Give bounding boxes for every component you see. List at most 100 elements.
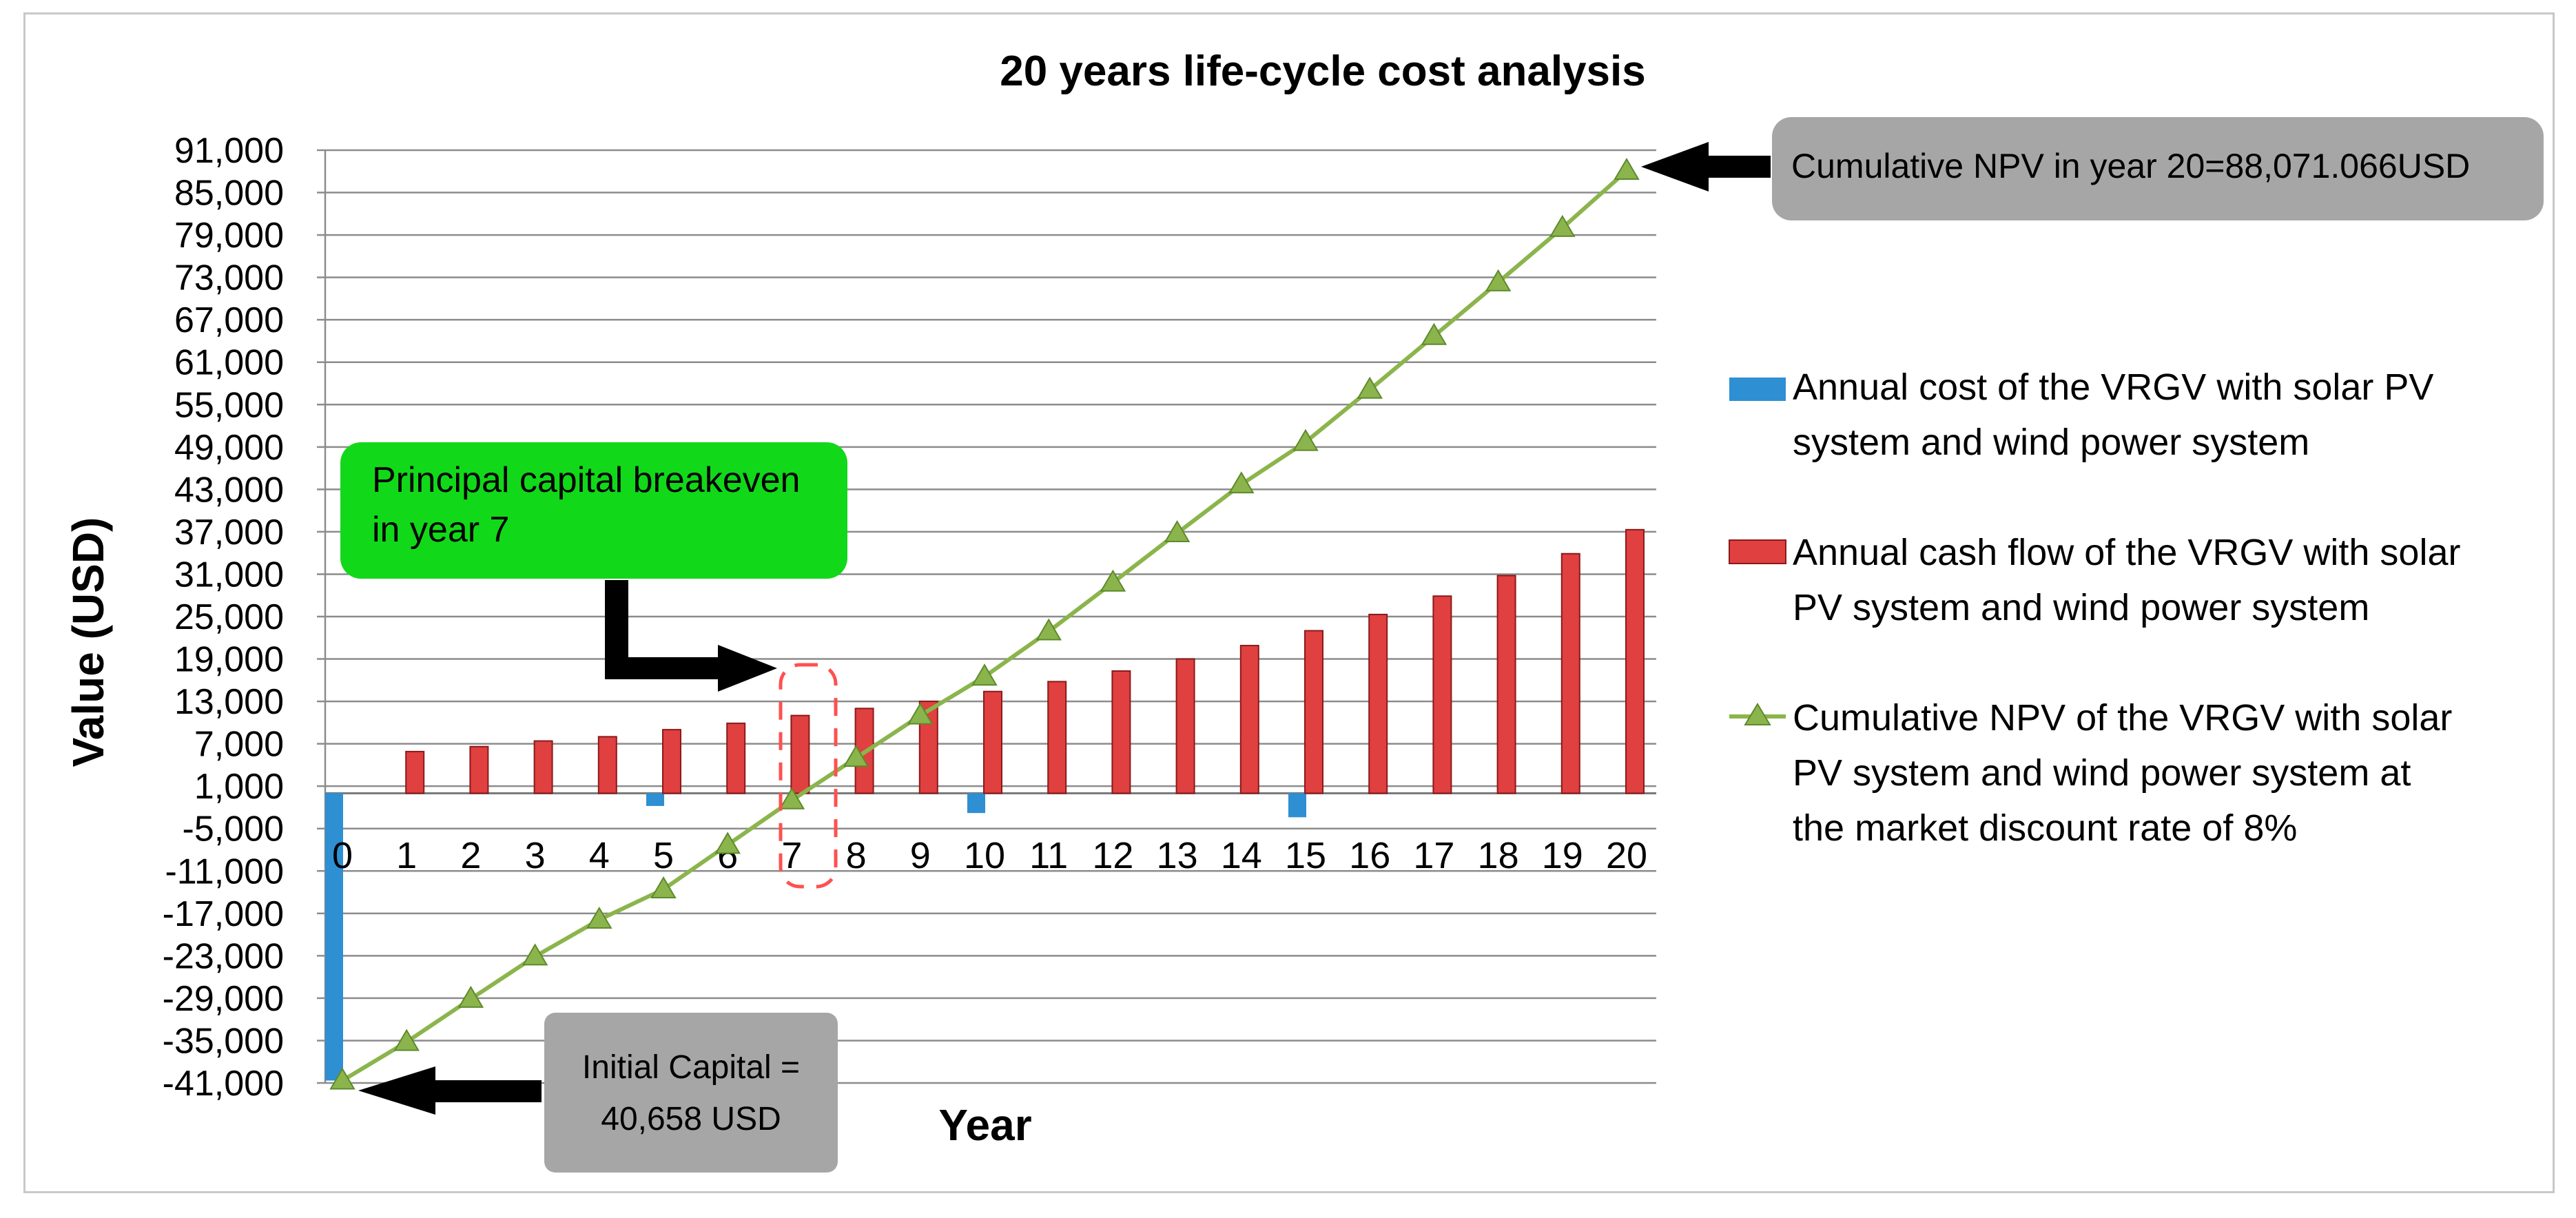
npv-point	[1421, 322, 1447, 345]
annual-cost-bar	[325, 793, 343, 1081]
cash-flow-bar	[469, 745, 489, 794]
gridlines	[317, 149, 1656, 1084]
npv-point	[843, 745, 869, 767]
npv-point	[1292, 429, 1319, 451]
cash-flow-bar	[1047, 681, 1067, 794]
legend-label-cash-flow-line1: Annual cash flow of the VRGV with solar	[1793, 532, 2460, 573]
legend-label-annual-cost-line2: system and wind power system	[1793, 422, 2309, 463]
cash-flow-bar	[726, 722, 746, 794]
npv-point	[329, 1067, 356, 1090]
y-tick-label: -5,000	[183, 809, 284, 849]
y-tick-label: -41,000	[163, 1064, 284, 1104]
cash-flow-bar	[1368, 613, 1388, 794]
npv-point	[650, 876, 677, 898]
initial-capital-line2: 40,658 USD	[601, 1101, 781, 1137]
chart-title: 20 years life-cycle cost analysis	[1000, 48, 1646, 95]
legend-label-npv-line3: the market discount rate of 8%	[1793, 807, 2297, 849]
y-tick-label: -11,000	[165, 851, 284, 891]
cash-flow-bar	[597, 736, 617, 794]
breakeven-arrow	[605, 580, 777, 692]
x-tick-label: 16	[1349, 835, 1390, 876]
x-tick-label: 1	[396, 835, 417, 876]
x-tick-label: 11	[1029, 835, 1068, 876]
annual-cost-bar	[967, 793, 985, 814]
npv-line	[329, 158, 1640, 1090]
legend-label-cash-flow-line2: PV system and wind power system	[1793, 587, 2369, 628]
npv-point	[1035, 618, 1062, 641]
npv-point	[1228, 471, 1255, 494]
cash-flow-bar	[790, 714, 810, 794]
cash-flow-bar	[1239, 645, 1259, 794]
x-tick-label: 15	[1285, 835, 1326, 876]
y-tick-label: 61,000	[174, 343, 284, 383]
x-tick-label: 9	[910, 835, 931, 876]
y-tick-label: 19,000	[174, 640, 284, 680]
y-tick-label: 43,000	[174, 470, 284, 510]
final-npv-callout-box	[1772, 117, 2544, 220]
x-tick-label: 4	[589, 835, 610, 876]
breakeven-callout-line2: in year 7	[372, 510, 509, 550]
npv-point	[1549, 214, 1576, 237]
breakeven-callout-line1: Principal capital breakeven	[372, 460, 800, 500]
cash-flow-bar	[405, 750, 425, 794]
y-tick-label: 31,000	[174, 555, 284, 595]
cash-flow-bar	[1496, 575, 1516, 794]
cash-flow-bar	[1625, 528, 1645, 794]
legend-label-npv-line2: PV system and wind power system at	[1793, 752, 2411, 794]
annual-cost-bar	[646, 793, 664, 806]
cash-flow-bar	[662, 729, 681, 794]
y-tick-label: 49,000	[174, 428, 284, 468]
x-tick-label: 2	[460, 835, 481, 876]
breakeven-highlight	[779, 663, 838, 889]
x-tick-label: 20	[1606, 835, 1647, 876]
npv-point	[971, 663, 998, 686]
x-tick-label: 19	[1542, 835, 1583, 876]
breakeven-callout-box	[340, 442, 847, 579]
final-npv-arrow	[1641, 142, 1771, 192]
legend: Annual cost of the VRGV with solar PV sy…	[1729, 367, 2460, 849]
y-axis-label: Value (USD)	[63, 517, 113, 767]
bars	[325, 528, 1645, 1081]
x-tick-label: 0	[332, 835, 353, 876]
initial-capital-arrow	[358, 1066, 542, 1115]
npv-point	[1485, 269, 1512, 291]
x-tick-label: 12	[1092, 835, 1133, 876]
y-tick-label: 55,000	[174, 385, 284, 425]
final-npv-callout-text: Cumulative NPV in year 20=88,071.066USD	[1791, 147, 2470, 185]
x-tick-label: 18	[1478, 835, 1519, 876]
cash-flow-bar	[1111, 670, 1131, 794]
npv-point	[1164, 519, 1191, 542]
x-tick-label: 14	[1221, 835, 1262, 876]
x-tick-labels: 0 1 2 3 4 5 6 7 8 9 10 11 12 13 14 15 16 17 18 19 20	[332, 835, 1647, 876]
npv-point	[714, 832, 741, 854]
cash-flow-bar	[1175, 658, 1195, 794]
y-tick-labels: 91,00085,00079,00073,00067,00061,00055,0…	[163, 131, 284, 1104]
chart-frame	[23, 12, 2555, 1193]
y-tick-label: 73,000	[174, 258, 284, 298]
legend-label-annual-cost-line1: Annual cost of the VRGV with solar PV	[1793, 367, 2433, 408]
cash-flow-bar	[1304, 630, 1323, 794]
annual-cost-bar	[1288, 793, 1306, 818]
y-tick-label: 1,000	[194, 767, 284, 807]
y-tick-label: -29,000	[163, 979, 284, 1019]
y-tick-label: 25,000	[174, 597, 284, 637]
npv-point	[1614, 158, 1640, 180]
legend-swatch-annual-cost	[1729, 378, 1786, 401]
y-tick-label: 91,000	[174, 131, 284, 171]
x-tick-label: 5	[653, 835, 674, 876]
cash-flow-bar	[1560, 553, 1580, 794]
y-tick-label: 37,000	[174, 513, 284, 553]
npv-point	[907, 702, 934, 725]
npv-point	[1357, 376, 1383, 399]
initial-capital-callout-box	[544, 1013, 838, 1173]
y-tick-label: 79,000	[174, 216, 284, 256]
npv-point	[457, 985, 484, 1008]
legend-swatch-npv-marker	[1744, 703, 1771, 725]
legend-swatch-cash-flow	[1729, 539, 1786, 564]
x-tick-label: 7	[781, 835, 802, 876]
x-tick-label: 13	[1157, 835, 1198, 876]
x-tick-label: 3	[525, 835, 546, 876]
npv-point	[586, 907, 612, 929]
x-tick-label: 17	[1413, 835, 1454, 876]
